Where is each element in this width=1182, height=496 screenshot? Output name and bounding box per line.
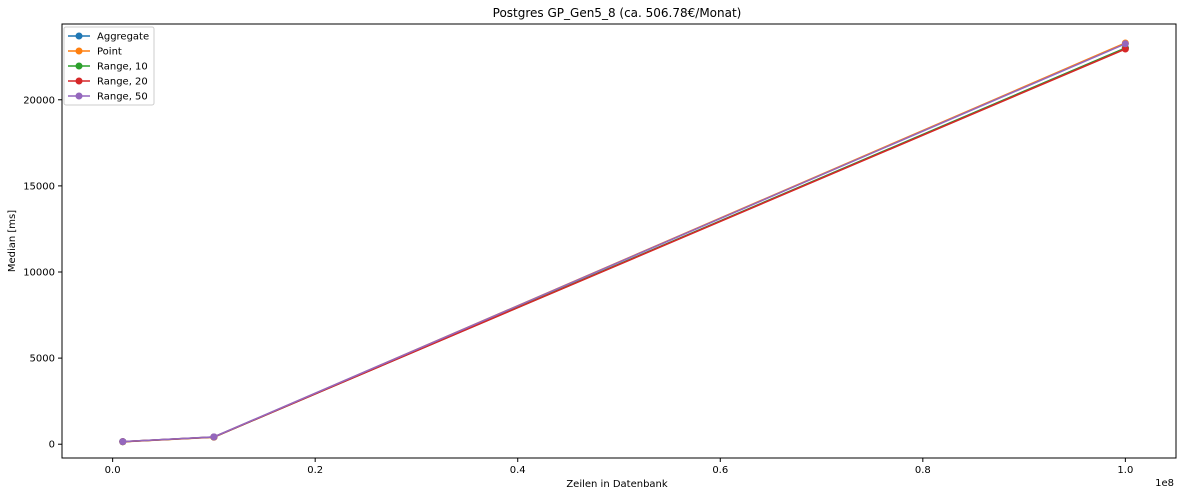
x-tick-label: 0.6 — [712, 465, 728, 476]
data-point — [1121, 45, 1129, 53]
x-axis-offset-label: 1e8 — [1155, 478, 1174, 489]
x-tick-label: 0.2 — [307, 465, 323, 476]
y-axis-label: Median [ms] — [7, 210, 18, 272]
series-range-50 — [119, 40, 1129, 446]
y-tick-label: 15000 — [23, 181, 55, 192]
x-tick-label: 0.4 — [510, 465, 526, 476]
legend-label: Range, 50 — [97, 92, 148, 103]
plot-area — [61, 23, 1177, 459]
legend: Aggregate Point Range, 10 Range, 20 Range, 5… — [63, 26, 155, 106]
legend-item: Range, 50 — [68, 92, 148, 103]
legend-box — [63, 26, 155, 106]
x-axis-label: Zeilen in Datenbank — [566, 479, 668, 490]
y-axis: 0 5000 10000 15000 20000 — [23, 95, 62, 451]
y-tick-label: 5000 — [30, 354, 55, 365]
y-tick-label: 20000 — [23, 95, 55, 106]
legend-label: Point — [97, 47, 122, 58]
legend-label: Aggregate — [97, 32, 149, 43]
legend-label: Range, 10 — [97, 62, 148, 73]
series-line — [122, 42, 1126, 443]
series-aggregate — [119, 44, 1129, 446]
legend-item: Aggregate — [68, 32, 149, 43]
x-tick-label: 0.8 — [915, 465, 931, 476]
legend-item: Range, 10 — [68, 62, 148, 73]
y-tick-label: 0 — [49, 440, 55, 451]
legend-marker — [75, 62, 83, 70]
x-tick-label: 1.0 — [1117, 465, 1133, 476]
legend-item: Range, 20 — [68, 77, 148, 88]
legend-marker — [75, 47, 83, 55]
chart-title: Postgres GP_Gen5_8 (ca. 506.78€/Monat) — [493, 6, 742, 20]
legend-label: Range, 20 — [97, 77, 148, 88]
data-point — [119, 438, 127, 446]
series-range-20 — [119, 45, 1129, 446]
y-tick-label: 10000 — [23, 268, 55, 279]
data-point — [1121, 40, 1129, 48]
data-point — [210, 433, 218, 441]
legend-marker — [75, 77, 83, 85]
series-line — [122, 43, 1126, 443]
x-axis: 0.0 0.2 0.4 0.6 0.8 1.0 — [105, 458, 1133, 476]
legend-marker — [75, 32, 83, 40]
series-range-10 — [119, 44, 1129, 446]
series-point — [119, 39, 1129, 446]
legend-marker — [75, 92, 83, 100]
x-tick-label: 0.0 — [105, 465, 121, 476]
series-layer — [119, 39, 1129, 446]
legend-item: Point — [68, 47, 122, 58]
